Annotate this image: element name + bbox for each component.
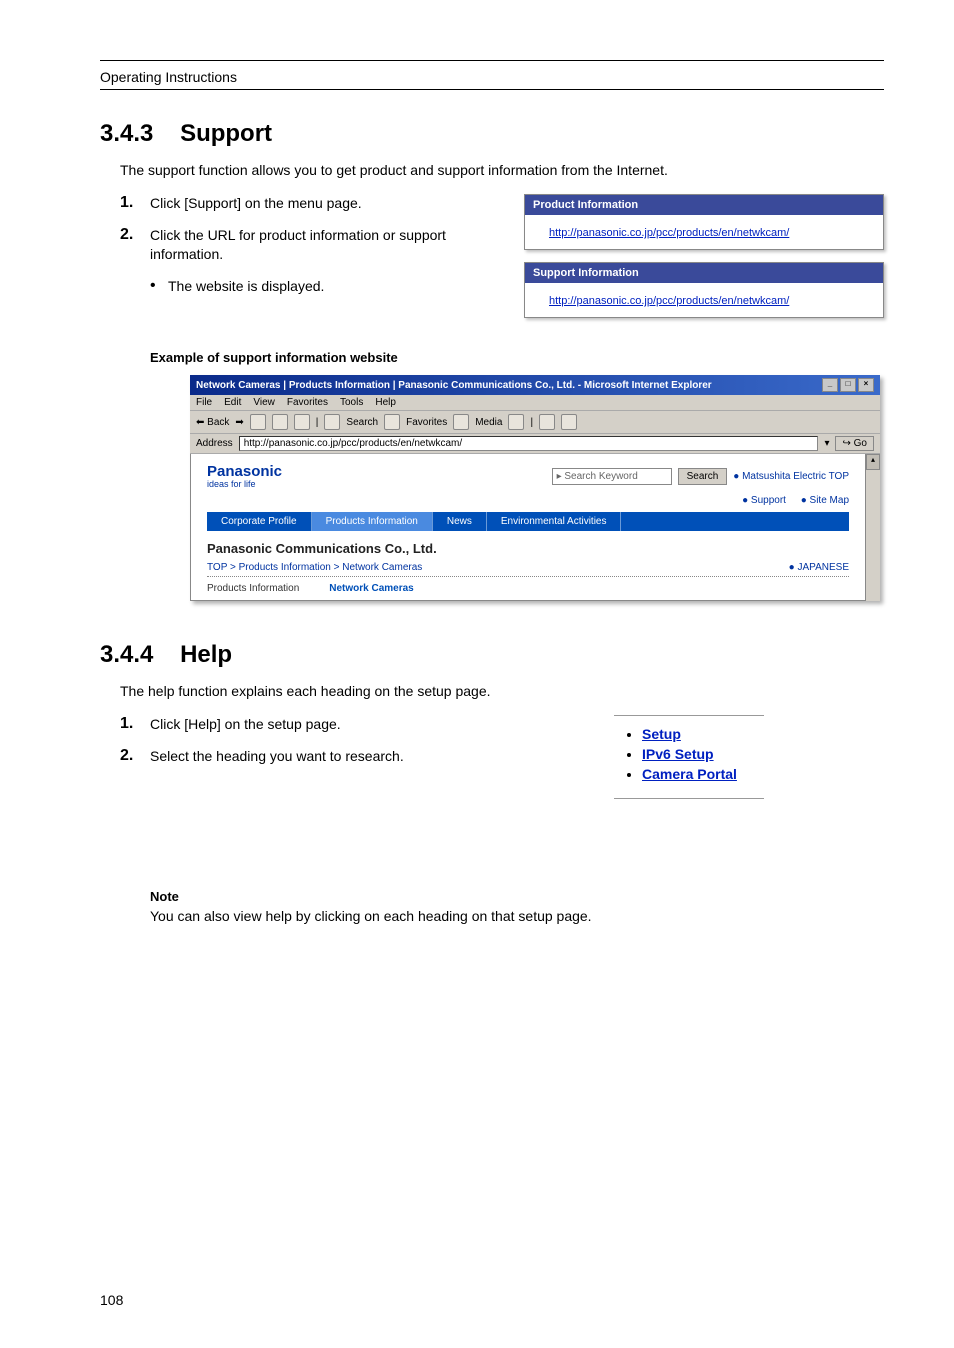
toolbar-search-label[interactable]: Search [346, 417, 378, 428]
tab-environmental[interactable]: Environmental Activities [487, 512, 622, 531]
tab-news[interactable]: News [433, 512, 487, 531]
divider [614, 715, 764, 716]
bullet-icon: • [150, 277, 168, 297]
support-info-link[interactable]: http://panasonic.co.jp/pcc/products/en/n… [549, 295, 789, 307]
toolbar-media-label[interactable]: Media [475, 417, 502, 428]
minimize-icon[interactable]: _ [822, 378, 838, 392]
bullet-text: The website is displayed. [168, 277, 324, 297]
sitemap-link[interactable]: ● Site Map [801, 495, 849, 506]
company-name: Panasonic Communications Co., Ltd. [207, 541, 849, 556]
forward-icon[interactable]: ➡ [235, 417, 243, 428]
section-title: Help [180, 641, 232, 668]
address-dropdown-icon[interactable]: ▾ [824, 438, 829, 449]
help-link-ipv6[interactable]: IPv6 Setup [642, 746, 714, 762]
media-icon[interactable] [453, 414, 469, 430]
step-number: 2. [120, 226, 150, 265]
search-icon[interactable] [324, 414, 340, 430]
ie-address-bar: Address http://panasonic.co.jp/pcc/produ… [190, 434, 880, 454]
running-header: Operating Instructions [100, 69, 884, 85]
matsushita-top-link[interactable]: ● Matsushita Electric TOP [733, 471, 849, 482]
favorites-icon[interactable] [384, 414, 400, 430]
menu-help[interactable]: Help [375, 397, 396, 408]
ie-content: Panasonic ideas for life ▸ Search Keywor… [190, 454, 866, 601]
product-info-link[interactable]: http://panasonic.co.jp/pcc/products/en/n… [549, 227, 789, 239]
help-link-camera-portal[interactable]: Camera Portal [642, 766, 737, 782]
support-link[interactable]: ● Support [742, 495, 786, 506]
home-icon[interactable] [294, 414, 310, 430]
breadcrumb[interactable]: TOP > Products Information > Network Cam… [207, 562, 422, 573]
section-number: 3.4.3 [100, 120, 153, 147]
scrollbar[interactable]: ▴ [865, 454, 880, 601]
ie-title-text: Network Cameras | Products Information |… [196, 380, 712, 391]
section-heading-support: 3.4.3 Support [100, 120, 884, 148]
japanese-link[interactable]: ● JAPANESE [789, 562, 849, 573]
note-label: Note [150, 889, 884, 904]
step-number: 1. [120, 715, 150, 735]
mail-icon[interactable] [539, 414, 555, 430]
section-number: 3.4.4 [100, 641, 153, 668]
product-info-header: Product Information [525, 195, 883, 215]
example-label: Example of support information website [150, 350, 884, 365]
menu-view[interactable]: View [253, 397, 275, 408]
support-info-box: Support Information http://panasonic.co.… [524, 262, 884, 318]
address-label: Address [196, 438, 233, 449]
cut-label-left: Products Information [207, 583, 299, 594]
step-text: Select the heading you want to research. [150, 747, 404, 767]
ie-toolbar: ⬅ Back ➡ | Search Favorites Media | [190, 411, 880, 434]
intro-text: The help function explains each heading … [120, 683, 884, 699]
stop-icon[interactable] [250, 414, 266, 430]
step-number: 1. [120, 194, 150, 214]
intro-text: The support function allows you to get p… [120, 162, 884, 178]
toolbar-favorites-label[interactable]: Favorites [406, 417, 447, 428]
panasonic-tagline: ideas for life [207, 479, 282, 489]
maximize-icon[interactable]: □ [840, 378, 856, 392]
menu-file[interactable]: File [196, 397, 212, 408]
address-input[interactable]: http://panasonic.co.jp/pcc/products/en/n… [239, 436, 819, 451]
page-number: 108 [100, 1292, 123, 1308]
close-icon[interactable]: × [858, 378, 874, 392]
tab-corporate[interactable]: Corporate Profile [207, 512, 312, 531]
step-text: Click [Help] on the setup page. [150, 715, 341, 735]
product-info-box: Product Information http://panasonic.co.… [524, 194, 884, 250]
refresh-icon[interactable] [272, 414, 288, 430]
step-text: Click the URL for product information or… [150, 226, 504, 265]
cut-label-right: Network Cameras [329, 583, 413, 594]
panasonic-logo: Panasonic [207, 464, 282, 479]
divider [614, 798, 764, 799]
history-icon[interactable] [508, 414, 524, 430]
section-heading-help: 3.4.4 Help [100, 641, 884, 669]
help-link-setup[interactable]: Setup [642, 726, 681, 742]
tab-bar: Corporate Profile Products Information N… [207, 512, 849, 531]
ie-titlebar: Network Cameras | Products Information |… [190, 375, 880, 395]
search-button[interactable]: Search [678, 468, 728, 485]
back-button[interactable]: ⬅ Back [196, 417, 229, 428]
ie-menubar: File Edit View Favorites Tools Help [190, 395, 880, 411]
step-text: Click [Support] on the menu page. [150, 194, 362, 214]
menu-favorites[interactable]: Favorites [287, 397, 328, 408]
note-text: You can also view help by clicking on ea… [150, 908, 884, 924]
go-button[interactable]: ↪ Go [835, 436, 874, 451]
search-input[interactable]: ▸ Search Keyword [552, 468, 672, 485]
menu-edit[interactable]: Edit [224, 397, 241, 408]
tab-products[interactable]: Products Information [312, 512, 433, 531]
section-title: Support [180, 120, 272, 147]
step-number: 2. [120, 747, 150, 767]
print-icon[interactable] [561, 414, 577, 430]
ie-window: Network Cameras | Products Information |… [190, 375, 880, 601]
menu-tools[interactable]: Tools [340, 397, 363, 408]
support-info-header: Support Information [525, 263, 883, 283]
